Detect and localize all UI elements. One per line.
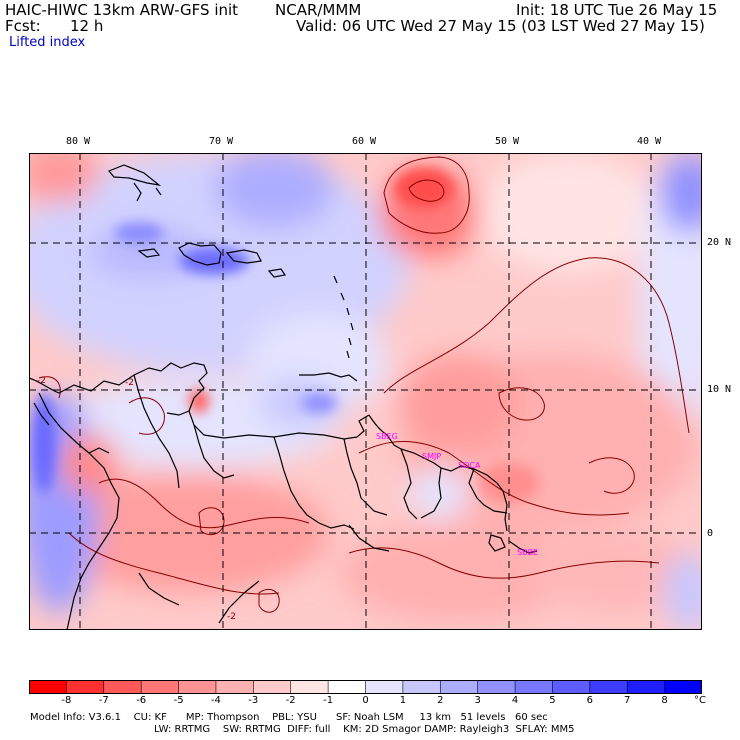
colorbar-tick-label: -4: [210, 695, 221, 706]
lon-label-50w: 50 W: [495, 136, 520, 147]
station-label-sbbe: SBBE: [517, 548, 538, 557]
lon-label-80w: 80 W: [66, 136, 91, 147]
contour-value-label: -2: [37, 376, 46, 386]
model-info-line1: Model Info: V3.6.1 CU: KF MP: Thompson P…: [30, 712, 548, 723]
colorbar-swatch: [365, 680, 404, 694]
colorbar-tick-label: -8: [61, 695, 72, 706]
colorbar-tick-label: 2: [437, 695, 444, 706]
colorbar-swatch: [627, 680, 666, 694]
colorbar-tick-label: 6: [586, 695, 593, 706]
model-info-line2: LW: RRTMG SW: RRTMG DIFF: full KM: 2D Sm…: [154, 724, 575, 735]
contour-value-label: -2: [227, 612, 236, 622]
colorbar-tick-label: -6: [136, 695, 147, 706]
forecast-label: Fcst:: [5, 17, 41, 35]
lat-label-10n: 10 N: [707, 384, 732, 395]
colorbar: [29, 680, 702, 694]
colorbar-swatch: [664, 680, 702, 694]
colorbar-swatch: [253, 680, 292, 694]
lat-label-0: 0: [707, 528, 714, 539]
coastlines: [29, 164, 538, 630]
colorbar-tick-label: 7: [624, 695, 631, 706]
colorbar-swatch: [290, 680, 329, 694]
colorbar-tick-label: 4: [511, 695, 519, 706]
colorbar-swatch: [328, 680, 366, 694]
station-label-soca: SOCA: [458, 461, 481, 470]
valid-time: Valid: 06 UTC Wed 27 May 15 (03 LST Wed …: [296, 17, 705, 35]
forecast-hour: 12 h: [70, 17, 104, 35]
colorbar-swatch: [477, 680, 516, 694]
colorbar-tick-label: 8: [661, 695, 668, 706]
colorbar-tick-label: -7: [98, 695, 109, 706]
colorbar-tick-label: -2: [285, 695, 296, 706]
colorbar-swatch: [402, 680, 441, 694]
colorbar-tick-label: 1: [399, 695, 407, 706]
lifted-index-map: SBEG SMJP SOCA SBBE -2 -2 -2: [29, 153, 702, 630]
colorbar-swatch: [589, 680, 628, 694]
lon-label-70w: 70 W: [209, 136, 234, 147]
colorbar-tick-label: 5: [549, 695, 556, 706]
lat-label-20n: 20 N: [707, 237, 732, 248]
lon-label-60w: 60 W: [352, 136, 377, 147]
colorbar-swatch: [515, 680, 553, 694]
colorbar-tick-label: 0: [362, 695, 369, 706]
org-label: NCAR/MMM: [275, 1, 362, 19]
map-frame: [29, 153, 702, 630]
station-label-sbeg: SBEG: [376, 432, 398, 441]
station-label-smjp: SMJP: [422, 452, 441, 461]
graticule: [29, 153, 702, 630]
colorbar-tick-label: 3: [474, 695, 481, 706]
colorbar-swatch: [103, 680, 142, 694]
init-time: Init: 18 UTC Tue 26 May 15: [516, 1, 718, 19]
contour-value-label: -2: [125, 378, 134, 388]
colorbar-swatch: [29, 680, 67, 694]
model-title: HAIC-HIWC 13km ARW-GFS init: [5, 1, 239, 19]
colorbar-frame: [29, 680, 702, 694]
colorbar-tick-label: -3: [248, 695, 259, 706]
colorbar-swatch: [215, 680, 254, 694]
colorbar-swatch: [66, 680, 105, 694]
colorbar-swatch: [178, 680, 217, 694]
lifted-index-field: [29, 153, 702, 630]
lon-label-40w: 40 W: [637, 136, 662, 147]
colorbar-swatch: [552, 680, 591, 694]
colorbar-unit: °C: [694, 695, 706, 706]
colorbar-swatch: [141, 680, 180, 694]
colorbar-swatch: [440, 680, 479, 694]
colorbar-tick-label: -1: [323, 695, 334, 706]
field-name: Lifted index: [9, 35, 86, 50]
colorbar-tick-label: -5: [173, 695, 184, 706]
